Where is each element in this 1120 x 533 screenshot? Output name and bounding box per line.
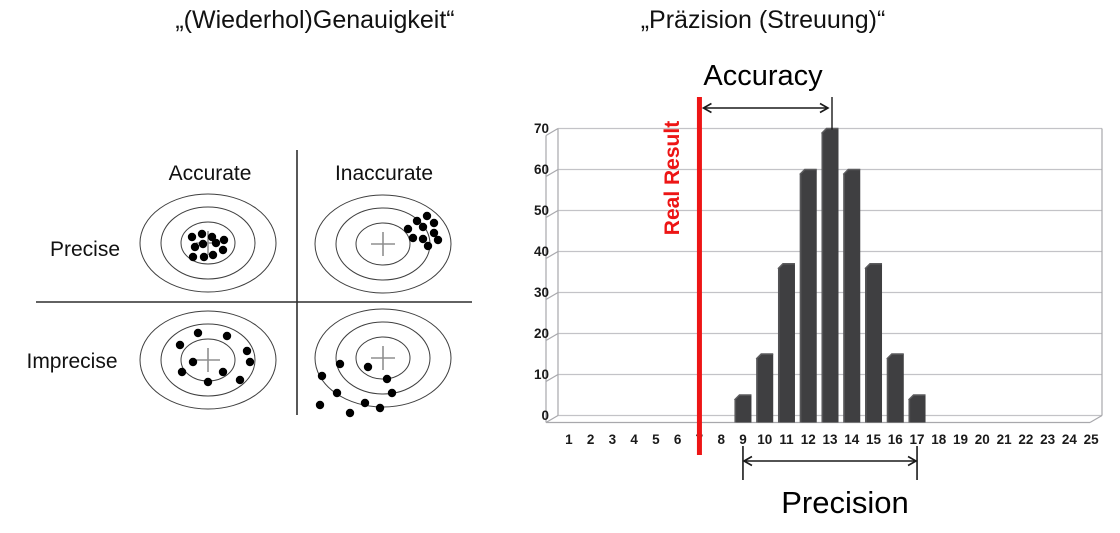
- x-tick-label: 3: [609, 432, 617, 447]
- x-tick-label: 21: [997, 432, 1013, 447]
- y-tick-label: 0: [541, 408, 549, 423]
- data-dot: [208, 250, 218, 260]
- row-label-precise: Precise: [49, 238, 121, 261]
- data-dot: [242, 346, 252, 356]
- x-tick-label: 22: [1018, 432, 1033, 447]
- data-dot: [429, 228, 439, 238]
- target-precise-accurate: [139, 193, 277, 293]
- bar-value-5: [908, 395, 926, 423]
- data-dot: [198, 239, 208, 249]
- x-tick-label: 6: [674, 432, 682, 447]
- data-dot: [360, 398, 370, 408]
- data-dot: [382, 374, 392, 384]
- real-result-label: Real Result: [661, 120, 684, 236]
- data-dot: [190, 242, 200, 252]
- data-dot: [317, 371, 327, 381]
- x-tick-label: 13: [822, 432, 838, 447]
- x-tick-label: 19: [953, 432, 968, 447]
- bar-value-15: [886, 354, 904, 423]
- column-label-accurate: Accurate: [168, 162, 252, 185]
- data-dot: [418, 234, 428, 244]
- data-dot: [418, 222, 428, 232]
- precision-label: Precision: [781, 485, 909, 520]
- bar-value-60: [843, 169, 861, 423]
- bar-value-5: [734, 395, 752, 423]
- x-tick-label: 5: [652, 432, 660, 447]
- data-dot: [363, 362, 373, 372]
- y-tick-label: 70: [534, 121, 549, 136]
- x-tick-label: 4: [630, 432, 638, 447]
- data-dot: [429, 218, 439, 228]
- data-dot: [218, 245, 228, 255]
- data-dot: [403, 224, 413, 234]
- data-dot: [422, 211, 432, 221]
- y-tick-label: 30: [534, 285, 549, 300]
- data-dot: [315, 400, 325, 410]
- y-tick-label: 50: [534, 203, 549, 218]
- data-dot: [235, 375, 245, 385]
- data-dot: [433, 235, 443, 245]
- data-dot: [375, 403, 385, 413]
- bar-value-37: [865, 263, 883, 423]
- data-dot: [219, 235, 229, 245]
- target-precise-inaccurate: [314, 194, 452, 294]
- data-dot: [345, 408, 355, 418]
- bar-value-60: [799, 169, 817, 423]
- data-dot: [423, 241, 433, 251]
- accuracy-label: Accuracy: [703, 60, 823, 92]
- right-title: „Präzision (Streuung)“: [640, 6, 886, 34]
- x-tick-label: 25: [1084, 432, 1100, 447]
- y-tick-label: 40: [534, 244, 549, 259]
- data-dot: [187, 232, 197, 242]
- data-dot: [335, 359, 345, 369]
- x-tick-label: 20: [975, 432, 990, 447]
- x-tick-label: 8: [717, 432, 725, 447]
- data-dot: [207, 232, 217, 242]
- row-label-imprecise: Imprecise: [26, 350, 118, 373]
- data-dot: [197, 229, 207, 239]
- x-tick-label: 18: [931, 432, 947, 447]
- x-tick-label: 23: [1040, 432, 1056, 447]
- data-dot: [222, 331, 232, 341]
- x-tick-label: 2: [587, 432, 595, 447]
- column-label-inaccurate: Inaccurate: [334, 162, 434, 185]
- x-tick-label: 16: [888, 432, 904, 447]
- x-tick-label: 14: [844, 432, 860, 447]
- y-tick-label: 20: [534, 326, 549, 341]
- y-tick-label: 60: [534, 162, 549, 177]
- data-dot: [193, 328, 203, 338]
- data-dot: [203, 377, 213, 387]
- target-imprecise-accurate: [139, 310, 277, 410]
- data-dot: [177, 367, 187, 377]
- y-tick-label: 10: [534, 367, 549, 382]
- x-tick-label: 24: [1062, 432, 1078, 447]
- x-tick-label: 1: [565, 432, 573, 447]
- x-tick-label: 12: [801, 432, 816, 447]
- x-tick-label: 15: [866, 432, 882, 447]
- data-dot: [175, 340, 185, 350]
- data-dot: [332, 388, 342, 398]
- data-dot: [218, 367, 228, 377]
- target-imprecise-inaccurate: [314, 308, 452, 418]
- data-dot: [188, 252, 198, 262]
- x-tick-label: 17: [910, 432, 925, 447]
- data-dot: [408, 233, 418, 243]
- data-dot: [211, 238, 221, 248]
- x-tick-label: 7: [696, 432, 704, 447]
- data-dot: [199, 252, 209, 262]
- bar-value-15: [756, 354, 774, 423]
- data-dot: [387, 388, 397, 398]
- bar-value-70: [821, 128, 839, 423]
- left-title: „(Wiederhol)Genauigkeit“: [175, 6, 455, 34]
- x-tick-label: 11: [779, 432, 794, 447]
- data-dot: [245, 357, 255, 367]
- x-tick-label: 9: [739, 432, 747, 447]
- bar-value-37: [777, 263, 795, 423]
- data-dot: [412, 216, 422, 226]
- data-dot: [188, 357, 198, 367]
- x-tick-label: 10: [757, 432, 772, 447]
